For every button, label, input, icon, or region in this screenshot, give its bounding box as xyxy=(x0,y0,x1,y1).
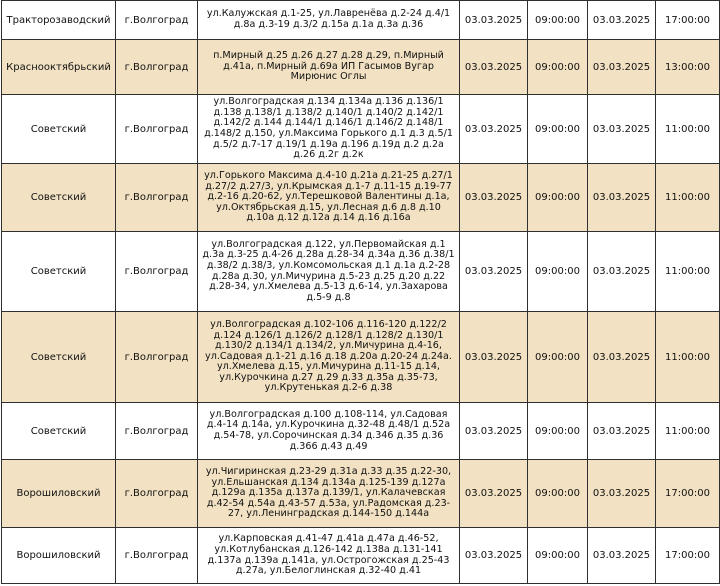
city-cell: г.Волгоград xyxy=(115,163,198,232)
city-cell: г.Волгоград xyxy=(115,94,198,164)
district-cell: Тракторозаводский xyxy=(1,0,116,40)
city-cell: г.Волгоград xyxy=(115,311,198,403)
table-row: Ворошиловский г.Волгоград ул.Чигиринская… xyxy=(1,459,720,528)
end-date-cell: 03.03.2025 xyxy=(587,94,656,164)
end-time-cell: 11:00:00 xyxy=(655,311,720,403)
start-time-cell: 09:00:00 xyxy=(527,39,588,95)
start-date-cell: 03.03.2025 xyxy=(459,94,528,164)
start-time-cell: 09:00:00 xyxy=(527,402,588,460)
city-cell: г.Волгоград xyxy=(115,459,198,528)
start-date-cell: 03.03.2025 xyxy=(459,163,528,232)
table-row: Ворошиловский г.Волгоград ул.Карповская … xyxy=(1,527,720,584)
end-date-cell: 03.03.2025 xyxy=(587,402,656,460)
table-row: Советский г.Волгоград ул.Волгоградская д… xyxy=(1,231,720,312)
end-date-cell: 03.03.2025 xyxy=(587,39,656,95)
end-date-cell: 03.03.2025 xyxy=(587,0,656,40)
end-date-cell: 03.03.2025 xyxy=(587,311,656,403)
city-cell: г.Волгоград xyxy=(115,231,198,312)
start-time-cell: 09:00:00 xyxy=(527,311,588,403)
start-time-cell: 09:00:00 xyxy=(527,231,588,312)
address-cell: ул.Калужская д.1-25, ул.Лавренёва д.2-24… xyxy=(197,0,460,40)
start-date-cell: 03.03.2025 xyxy=(459,39,528,95)
end-time-cell: 11:00:00 xyxy=(655,402,720,460)
city-cell: г.Волгоград xyxy=(115,527,198,584)
address-cell: ул.Горького Максима д.4-10 д.21а д.21-25… xyxy=(197,163,460,232)
district-cell: Советский xyxy=(1,402,116,460)
end-time-cell: 11:00:00 xyxy=(655,231,720,312)
address-cell: п.Мирный д.25 д.26 д.27 д.28 д.29, п.Мир… xyxy=(197,39,460,95)
end-time-cell: 11:00:00 xyxy=(655,163,720,232)
start-date-cell: 03.03.2025 xyxy=(459,459,528,528)
table-row: Советский г.Волгоград ул.Горького Максим… xyxy=(1,163,720,232)
end-time-cell: 17:00:00 xyxy=(655,459,720,528)
address-cell: ул.Карповская д.41-47 д.41а д.47а д.46-5… xyxy=(197,527,460,584)
city-cell: г.Волгоград xyxy=(115,402,198,460)
start-date-cell: 03.03.2025 xyxy=(459,0,528,40)
address-cell: ул.Волгоградская д.134 д.134а д.136 д.13… xyxy=(197,94,460,164)
address-cell: ул.Волгоградская д.122, ул.Первомайская … xyxy=(197,231,460,312)
end-date-cell: 03.03.2025 xyxy=(587,231,656,312)
district-cell: Ворошиловский xyxy=(1,459,116,528)
end-time-cell: 17:00:00 xyxy=(655,0,720,40)
end-time-cell: 11:00:00 xyxy=(655,94,720,164)
end-date-cell: 03.03.2025 xyxy=(587,459,656,528)
end-date-cell: 03.03.2025 xyxy=(587,163,656,232)
start-time-cell: 09:00:00 xyxy=(527,0,588,40)
table-row: Советский г.Волгоград ул.Волгоградская д… xyxy=(1,402,720,460)
end-time-cell: 13:00:00 xyxy=(655,39,720,95)
table-row: Советский г.Волгоград ул.Волгоградская д… xyxy=(1,94,720,164)
start-date-cell: 03.03.2025 xyxy=(459,527,528,584)
end-date-cell: 03.03.2025 xyxy=(587,527,656,584)
district-cell: Краснооктябрьский xyxy=(1,39,116,95)
start-time-cell: 09:00:00 xyxy=(527,163,588,232)
start-date-cell: 03.03.2025 xyxy=(459,402,528,460)
district-cell: Советский xyxy=(1,231,116,312)
start-time-cell: 09:00:00 xyxy=(527,94,588,164)
address-cell: ул.Волгоградская д.102-106 д.116-120 д.1… xyxy=(197,311,460,403)
city-cell: г.Волгоград xyxy=(115,0,198,40)
address-cell: ул.Чигиринская д.23-29 д.31а д.33 д.35 д… xyxy=(197,459,460,528)
start-time-cell: 09:00:00 xyxy=(527,527,588,584)
district-cell: Советский xyxy=(1,94,116,164)
district-cell: Советский xyxy=(1,163,116,232)
start-time-cell: 09:00:00 xyxy=(527,459,588,528)
end-time-cell: 17:00:00 xyxy=(655,527,720,584)
start-date-cell: 03.03.2025 xyxy=(459,231,528,312)
table-row: Тракторозаводский г.Волгоград ул.Калужск… xyxy=(1,0,720,40)
address-cell: ул.Волгоградская д.100 д.108-114, ул.Сад… xyxy=(197,402,460,460)
city-cell: г.Волгоград xyxy=(115,39,198,95)
start-date-cell: 03.03.2025 xyxy=(459,311,528,403)
district-cell: Советский xyxy=(1,311,116,403)
table-row: Краснооктябрьский г.Волгоград п.Мирный д… xyxy=(1,39,720,95)
table-row: Советский г.Волгоград ул.Волгоградская д… xyxy=(1,311,720,403)
district-cell: Ворошиловский xyxy=(1,527,116,584)
